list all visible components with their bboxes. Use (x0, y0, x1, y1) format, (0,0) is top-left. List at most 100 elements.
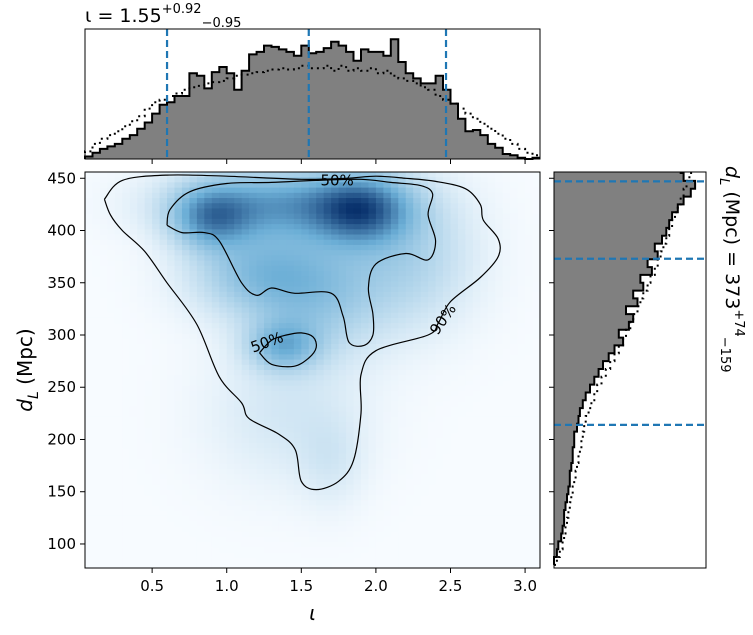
heatmap-cell (196, 364, 205, 371)
heatmap-cell (286, 192, 295, 199)
heatmap-cell (450, 286, 459, 293)
heatmap-cell (346, 364, 355, 371)
heatmap-cell (271, 396, 280, 402)
heatmap-cell (189, 255, 198, 262)
heatmap-cell (92, 229, 101, 236)
heatmap-cell (435, 495, 444, 501)
heatmap-cell (271, 547, 280, 553)
heatmap-cell (450, 265, 459, 272)
heatmap-cell (420, 234, 429, 241)
heatmap-cell (360, 349, 370, 355)
heatmap-cell (495, 213, 504, 220)
heatmap-cell (204, 307, 213, 314)
heatmap-cell (114, 427, 123, 434)
heatmap-cell (443, 250, 452, 256)
heatmap-cell (480, 182, 489, 189)
heatmap-cell (450, 541, 459, 548)
heatmap-cell (435, 297, 444, 303)
heatmap-cell (375, 505, 384, 512)
heatmap-cell (495, 234, 504, 241)
heatmap-cell (286, 380, 295, 387)
heatmap-cell (435, 370, 444, 376)
heatmap-cell (368, 239, 377, 246)
heatmap-cell (450, 432, 459, 439)
heatmap-cell (264, 187, 273, 194)
heatmap-cell (167, 531, 176, 538)
heatmap-cell (368, 458, 377, 465)
heatmap-cell (211, 422, 220, 428)
heatmap-cell (413, 521, 422, 527)
heatmap-cell (226, 469, 235, 475)
heatmap-cell (144, 328, 153, 335)
heatmap-cell (219, 297, 228, 303)
heatmap-cell (383, 505, 392, 512)
heatmap-cell (278, 177, 287, 184)
heatmap-cell (487, 541, 496, 548)
heatmap-cell (122, 317, 131, 324)
heatmap-cell (517, 370, 526, 376)
heatmap-cell (211, 255, 220, 262)
heatmap-cell (271, 510, 280, 517)
heatmap-cell (472, 182, 481, 189)
heatmap-cell (510, 547, 519, 553)
heatmap-cell (353, 177, 362, 184)
heatmap-cell (323, 224, 332, 230)
heatmap-cell (189, 536, 198, 543)
heatmap-cell (428, 359, 437, 366)
heatmap-cell (271, 432, 280, 439)
heatmap-cell (167, 547, 176, 553)
heatmap-cell (152, 276, 161, 283)
heatmap-cell (144, 416, 153, 423)
heatmap-cell (323, 448, 332, 454)
heatmap-cell (99, 312, 108, 319)
heatmap-cell (234, 536, 243, 543)
heatmap-cell (495, 255, 504, 262)
heatmap-cell (278, 463, 287, 470)
heatmap-cell (85, 213, 94, 220)
heatmap-cell (256, 297, 265, 303)
heatmap-cell (443, 333, 452, 340)
heatmap-cell (114, 359, 123, 366)
heatmap-cell (107, 328, 116, 335)
heatmap-cell (390, 229, 399, 236)
heatmap-cell (360, 557, 370, 564)
heatmap-cell (129, 239, 138, 246)
heatmap-cell (278, 474, 287, 481)
heatmap-cell (457, 505, 467, 512)
heatmap-cell (331, 312, 340, 319)
heatmap-cell (241, 442, 250, 449)
heatmap-cell (465, 552, 474, 559)
heatmap-cell (495, 276, 504, 283)
heatmap-cell (502, 495, 511, 501)
heatmap-cell (286, 505, 295, 512)
heatmap-cell (92, 255, 101, 262)
heatmap-cell (264, 489, 273, 496)
heatmap-cell (278, 432, 287, 439)
heatmap-cell (241, 427, 250, 434)
heatmap-cell (435, 182, 444, 189)
heatmap-cell (413, 401, 422, 408)
heatmap-cell (92, 422, 101, 428)
heatmap-cell (286, 375, 295, 382)
heatmap-cell (226, 271, 235, 277)
heatmap-cell (510, 338, 519, 345)
heatmap-cell (487, 453, 496, 460)
heatmap-cell (144, 479, 153, 486)
heatmap-cell (428, 406, 437, 413)
heatmap-cell (181, 427, 191, 434)
heatmap-cell (219, 328, 228, 335)
heatmap-cell (99, 531, 108, 538)
heatmap-cell (308, 463, 317, 470)
heatmap-cell (383, 510, 392, 517)
heatmap-cell (256, 172, 265, 178)
heatmap-cell (525, 224, 534, 230)
heatmap-cell (99, 343, 108, 350)
heatmap-cell (390, 484, 399, 491)
heatmap-cell (323, 437, 332, 444)
heatmap-cell (525, 453, 534, 460)
heatmap-cell (234, 401, 243, 408)
heatmap-cell (390, 224, 399, 230)
heatmap-cell (420, 297, 429, 303)
heatmap-cell (525, 250, 534, 256)
heatmap-cell (293, 317, 302, 324)
